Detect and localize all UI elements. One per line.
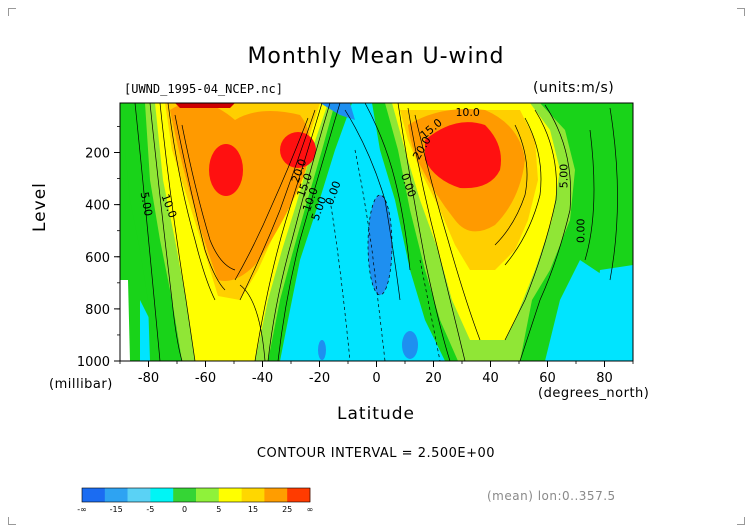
chart-title: Monthly Mean U-wind <box>247 44 505 69</box>
corner-mark-top-left <box>8 8 16 16</box>
contour-interval-label: CONTOUR INTERVAL = 2.500E+00 <box>256 446 496 461</box>
x-tick-label: 60 <box>539 371 556 386</box>
contour-label: 5.00 <box>557 164 570 189</box>
corner-mark-bottom-right <box>737 517 745 525</box>
colorbar-swatch <box>150 488 174 502</box>
field-tropical-easterly-lower <box>402 331 418 359</box>
colorbar-label: -15 <box>110 505 123 514</box>
y-axis: 200 400 600 800 1000 <box>77 126 120 370</box>
units-label: (units:m/s) <box>533 80 615 96</box>
y-tick-label: 1000 <box>77 355 110 370</box>
colorbar-label: -5 <box>146 505 154 514</box>
x-axis: -80 -60 -40 -20 0 20 40 60 80 <box>119 361 634 386</box>
plot-area: 5.00 10.020.015.010.05.000.0015.010.020.0… <box>120 103 633 361</box>
y-tick-label: 800 <box>85 303 110 318</box>
colorbar-swatch <box>218 488 242 502</box>
y-tick-label: 600 <box>85 251 110 266</box>
colorbar-label: 5 <box>216 505 221 514</box>
field-tropical-easterly-small <box>318 340 326 360</box>
colorbar-label: -∞ <box>77 505 87 514</box>
colorbar-swatch <box>104 488 128 502</box>
colorbar-label: 0 <box>182 505 187 514</box>
colorbar-swatch <box>127 488 151 502</box>
colorbar-label: 25 <box>282 505 292 514</box>
y-tick-label: 200 <box>85 147 110 162</box>
contour-label: 0.00 <box>575 218 588 243</box>
colorbar-swatch <box>173 488 197 502</box>
x-tick-label: -20 <box>309 371 330 386</box>
corner-mark-bottom-left <box>8 517 16 525</box>
x-tick-label: -80 <box>138 371 159 386</box>
y-tick-label: 400 <box>85 199 110 214</box>
field-left-missing <box>120 280 130 361</box>
colorbar-label: ∞ <box>307 505 314 514</box>
contour-label: 10.0 <box>455 106 480 119</box>
y-axis-unit-label: (millibar) <box>49 377 113 392</box>
x-tick-label: 40 <box>482 371 499 386</box>
field-northern-polar <box>590 265 633 361</box>
colorbar-swatch <box>264 488 288 502</box>
southern-jet <box>125 103 352 361</box>
dataset-file-label: [UWND_1995-04_NCEP.nc] <box>124 82 283 96</box>
colorbar: -∞ -15 -5 0 5 15 25 ∞ <box>77 487 314 514</box>
x-tick-label: -60 <box>195 371 216 386</box>
colorbar-swatch <box>82 488 106 502</box>
colorbar-swatch <box>287 488 311 502</box>
x-axis-label: Latitude <box>337 404 415 424</box>
x-tick-label: 80 <box>596 371 613 386</box>
colorbar-label: 15 <box>248 505 258 514</box>
colorbar-swatch <box>241 488 265 502</box>
corner-mark-top-right <box>737 8 745 16</box>
x-tick-label: 0 <box>372 371 380 386</box>
mean-longitude-label: (mean) lon:0..357.5 <box>487 489 616 503</box>
field-tropical-easterly-core <box>368 195 392 295</box>
x-tick-label: 20 <box>425 371 442 386</box>
x-axis-unit-label: (degrees_north) <box>538 386 650 401</box>
x-tick-label: -40 <box>252 371 273 386</box>
northern-jet <box>372 103 633 361</box>
contour-label: 5.00 <box>138 191 155 217</box>
colorbar-frame <box>81 487 311 503</box>
contour-lines <box>134 103 618 361</box>
colorbar-swatch <box>196 488 220 502</box>
